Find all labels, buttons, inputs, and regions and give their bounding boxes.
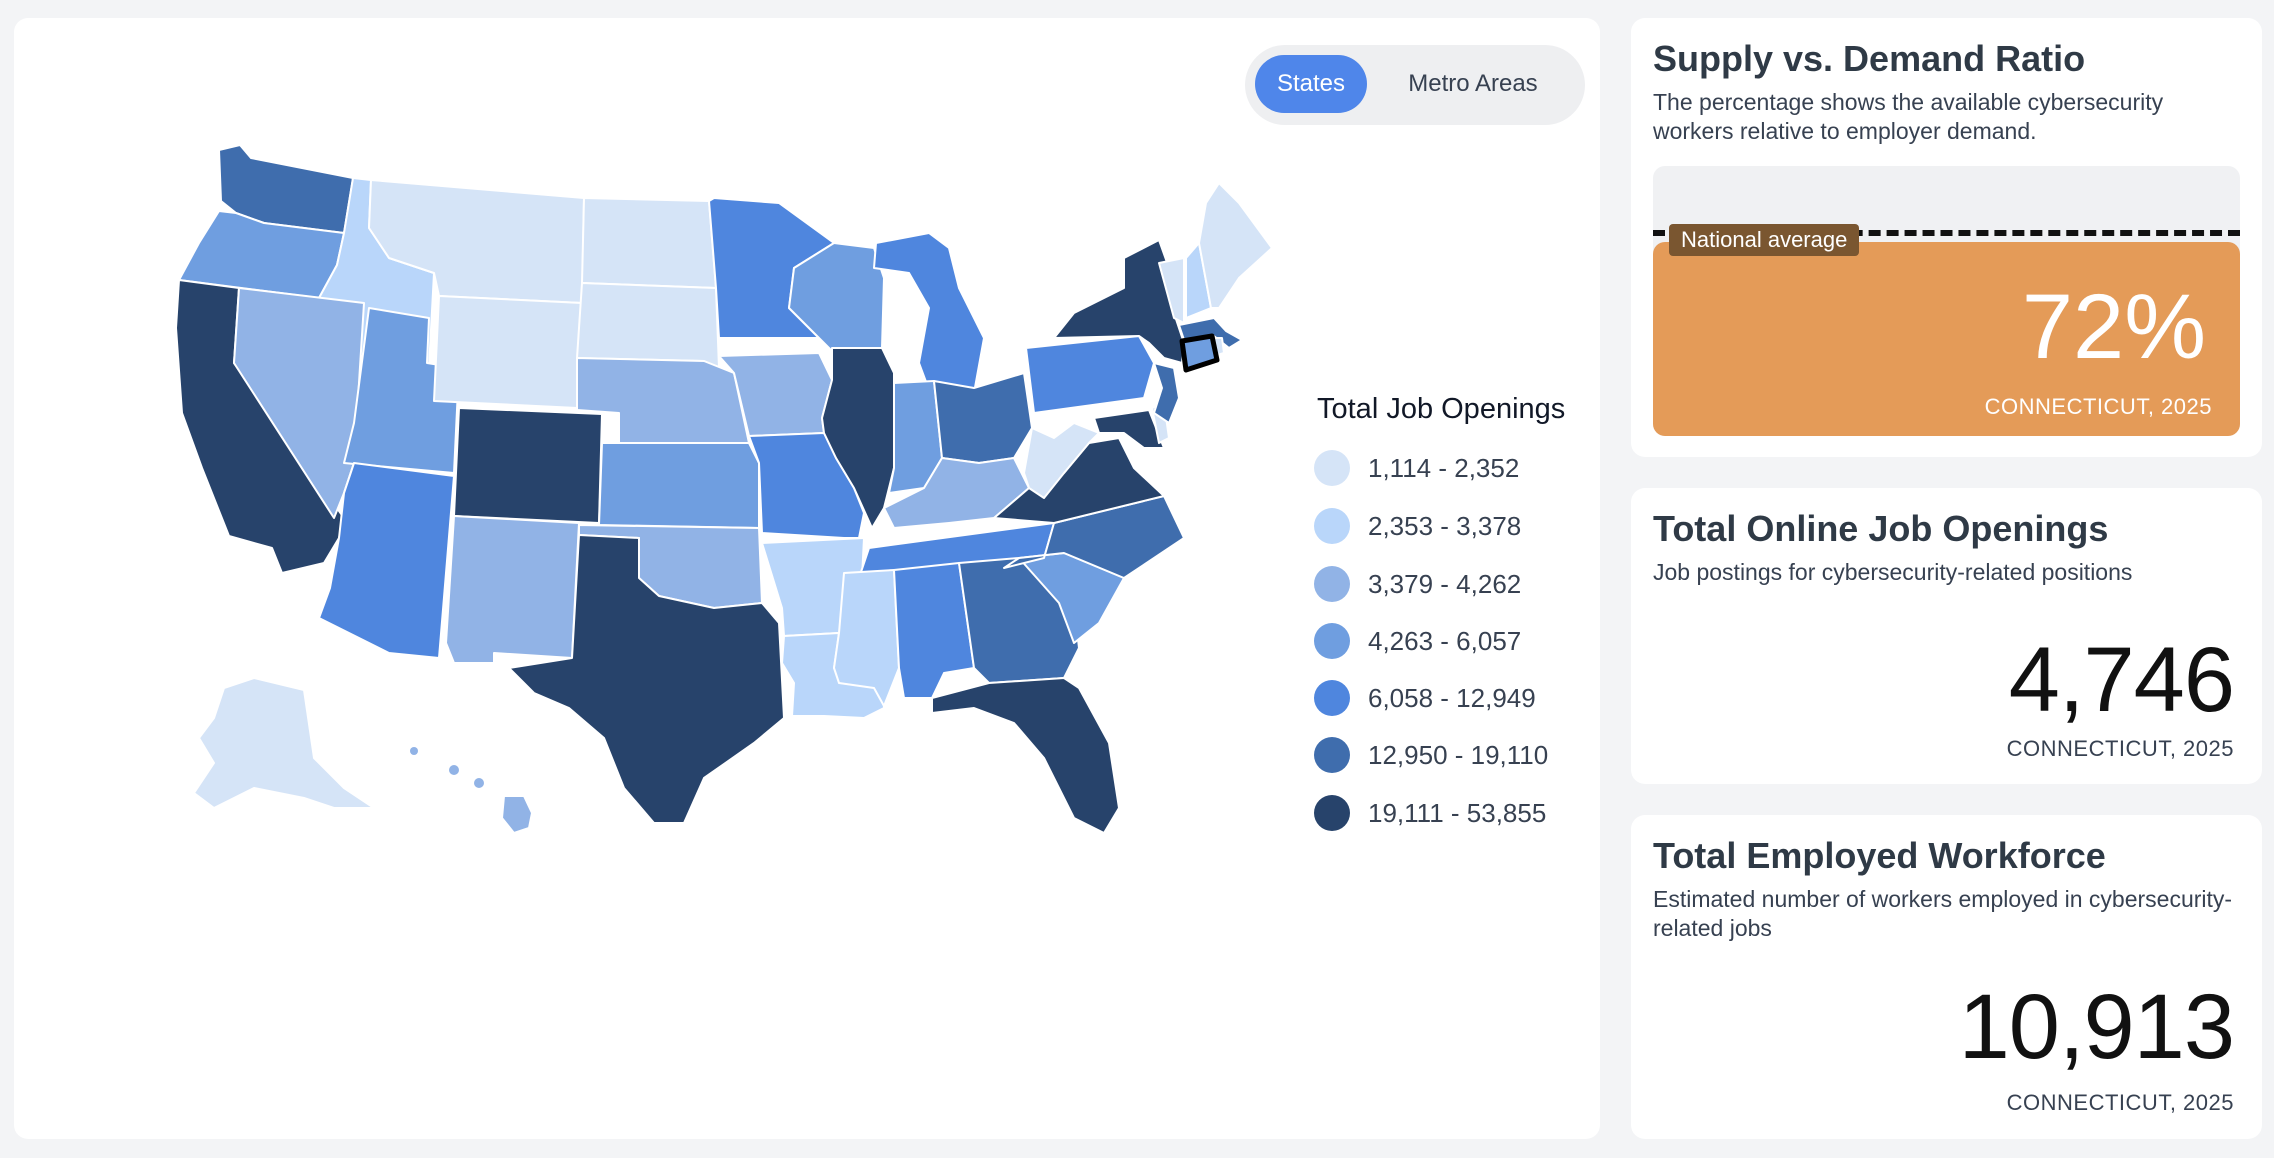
state-maine[interactable] — [1199, 183, 1272, 308]
legend-swatch — [1314, 623, 1350, 659]
card-title: Supply vs. Demand Ratio — [1653, 38, 2085, 80]
legend-title: Total Job Openings — [1317, 393, 1587, 426]
state-colorado[interactable] — [454, 408, 602, 523]
state-north-dakota[interactable] — [582, 198, 716, 288]
supply-demand-card: Supply vs. Demand Ratio The percentage s… — [1631, 18, 2262, 457]
state-south-dakota[interactable] — [577, 283, 719, 368]
map-card: States Metro Areas — [14, 18, 1600, 1139]
national-average-label: National average — [1669, 224, 1859, 256]
legend-label: 19,111 - 53,855 — [1368, 798, 1546, 829]
legend-label: 4,263 - 6,057 — [1368, 626, 1521, 657]
legend-label: 12,950 - 19,110 — [1368, 740, 1548, 771]
state-new-mexico[interactable] — [446, 516, 579, 663]
state-florida[interactable] — [932, 678, 1119, 833]
state-connecticut[interactable] — [1182, 336, 1217, 370]
card-title: Total Online Job Openings — [1653, 508, 2108, 550]
state-hawaii-islands — [410, 747, 418, 755]
state-pennsylvania[interactable] — [1026, 336, 1154, 413]
state-kansas[interactable] — [599, 443, 759, 528]
state-alaska[interactable] — [194, 678, 374, 808]
legend-swatch — [1314, 450, 1350, 486]
employed-workforce-card: Total Employed Workforce Estimated numbe… — [1631, 815, 2262, 1139]
employed-workforce-caption: CONNECTICUT, 2025 — [2007, 1090, 2234, 1116]
job-openings-value: 4,746 — [2009, 628, 2234, 733]
state-wyoming[interactable] — [434, 296, 582, 408]
card-description: Job postings for cybersecurity-related p… — [1653, 558, 2243, 587]
card-description: Estimated number of workers employed in … — [1653, 885, 2243, 943]
state-hawaii-islands — [474, 778, 484, 788]
legend-label: 2,353 - 3,378 — [1368, 511, 1521, 542]
legend-swatch — [1314, 566, 1350, 602]
legend-label: 6,058 - 12,949 — [1368, 683, 1536, 714]
legend-swatch — [1314, 795, 1350, 831]
legend-swatch — [1314, 680, 1350, 716]
state-nebraska[interactable] — [577, 358, 749, 443]
ratio-value: 72% — [2022, 275, 2206, 380]
state-hawaii[interactable] — [502, 796, 532, 833]
legend-label: 1,114 - 2,352 — [1368, 453, 1519, 484]
card-description: The percentage shows the available cyber… — [1653, 88, 2243, 146]
job-openings-caption: CONNECTICUT, 2025 — [2007, 736, 2234, 762]
state-hawaii-islands — [449, 765, 459, 775]
legend-label: 3,379 - 4,262 — [1368, 569, 1521, 600]
us-choropleth-map — [14, 18, 1304, 858]
job-openings-card: Total Online Job Openings Job postings f… — [1631, 488, 2262, 784]
legend-swatch — [1314, 508, 1350, 544]
metro-areas-toggle-button[interactable]: Metro Areas — [1373, 55, 1573, 113]
card-title: Total Employed Workforce — [1653, 835, 2106, 877]
ratio-caption: CONNECTICUT, 2025 — [1985, 394, 2212, 420]
legend-swatch — [1314, 737, 1350, 773]
employed-workforce-value: 10,913 — [1959, 975, 2234, 1080]
state-ohio[interactable] — [934, 373, 1032, 463]
ratio-bar-track: National average 72% CONNECTICUT, 2025 — [1653, 166, 2240, 436]
state-new-jersey[interactable] — [1154, 363, 1179, 423]
